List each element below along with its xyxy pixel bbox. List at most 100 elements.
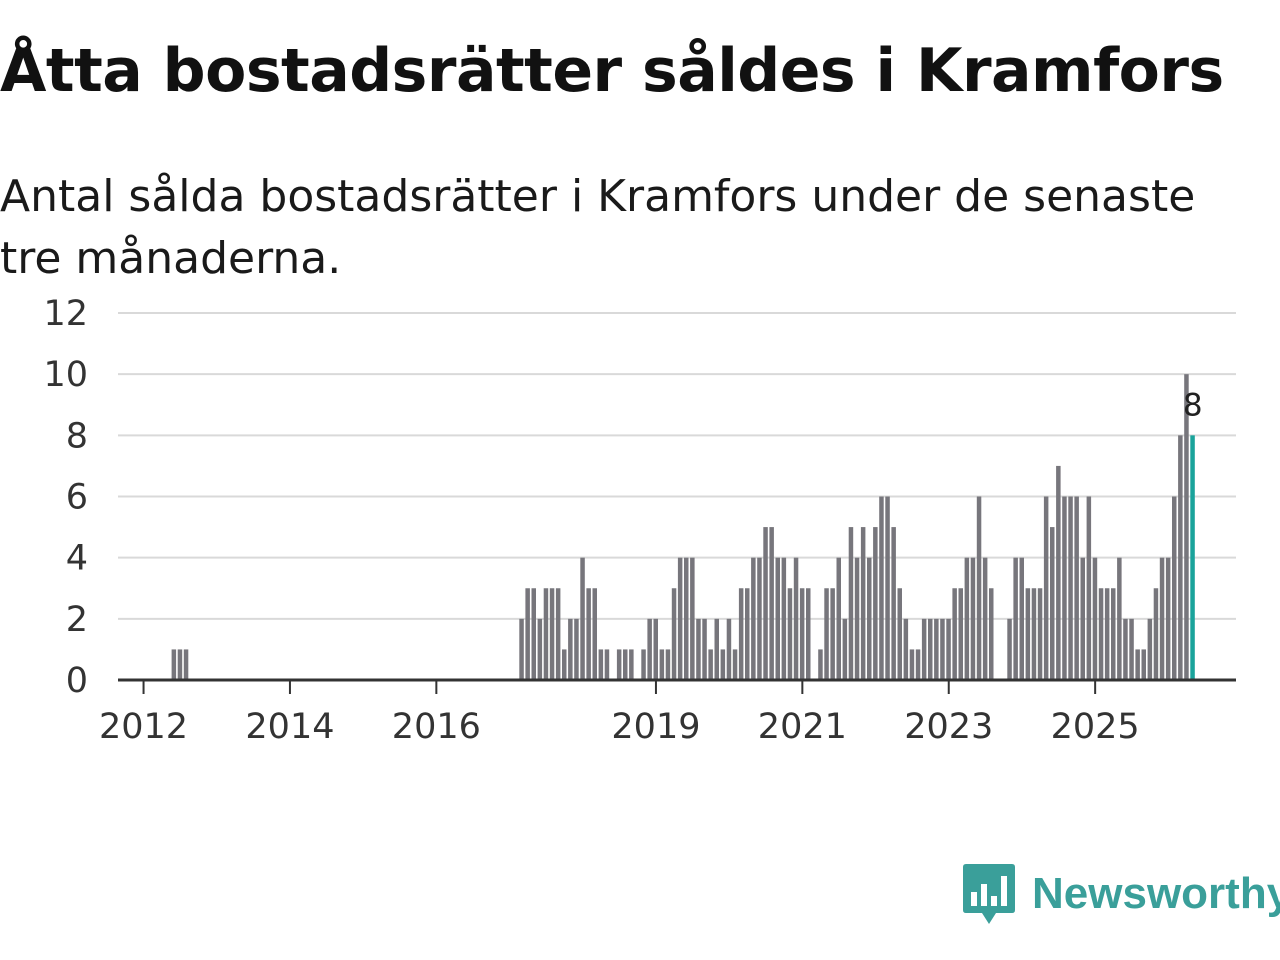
bar [1043,496,1049,680]
bar [562,649,567,680]
bar [989,588,994,680]
bar [885,496,890,680]
bar [1025,588,1031,680]
bar [958,588,963,680]
bar [824,588,829,680]
x-tick-label: 2025 [1051,707,1140,747]
bar [586,588,591,680]
x-tick-label: 2021 [758,707,847,747]
bar [677,557,683,680]
bar [909,649,915,680]
bar [964,557,970,680]
bar [806,588,811,680]
bar [1080,557,1085,680]
page-title: Åtta bostadsrätter såldes i Kramfors [0,36,1224,106]
x-tick-label: 2014 [245,707,334,747]
bar [1129,618,1134,680]
bar [708,649,713,680]
bar [574,618,579,680]
y-tick-label: 8 [66,416,88,456]
y-axis-ticks: 0 2 4 6 8 10 12 [43,294,88,701]
gridlines [118,312,1236,620]
bar [604,649,610,680]
bar [726,618,732,680]
bar [842,618,848,680]
bar [915,649,921,680]
bar [1062,496,1067,680]
bar [177,649,183,680]
bar [525,588,530,680]
bar [665,649,671,680]
bar [1037,588,1043,680]
bar [1111,588,1116,680]
y-tick-label: 2 [66,600,88,640]
bar [647,618,652,680]
bar [696,618,701,680]
data-labels: 8 [1183,387,1203,423]
bar [1184,374,1189,680]
bar [745,588,750,680]
bar [903,618,909,680]
bar [671,588,677,680]
bar [873,527,878,680]
bar [623,649,628,680]
bar [854,557,860,680]
bar [940,618,945,680]
bar [653,618,658,680]
bar [1074,496,1079,680]
bar [793,557,799,680]
bar [848,527,854,680]
bar [720,649,726,680]
bar [934,618,939,680]
bar [568,618,573,680]
bar [580,557,585,680]
highlight-value-label: 8 [1183,387,1203,423]
bar [1056,465,1061,680]
bar [818,649,823,680]
bar [690,557,695,680]
bar [1098,588,1104,680]
bar [952,588,957,680]
bar [799,588,805,680]
bar [1165,557,1171,680]
bar [641,649,646,680]
bar [1123,618,1128,680]
bar [879,496,884,680]
x-tick-label: 2019 [611,707,700,747]
bar [1013,557,1018,680]
bar [1068,496,1073,680]
bar [1159,557,1165,680]
bar [775,557,780,680]
brand-name: Newsworthy [1032,869,1280,918]
bar [592,588,597,680]
x-axis-ticks: 2012 2014 2016 2019 2021 2023 2025 [99,680,1140,747]
brand-logo: Newsworthy [962,862,1280,926]
bar [769,527,774,680]
page-subtitle: Antal sålda bostadsrätter i Kramfors und… [0,171,1196,284]
bar [1172,496,1177,680]
bar [946,618,951,680]
bars [171,374,1195,680]
bar [787,588,793,680]
bar [781,557,787,680]
bar [537,618,543,680]
bar [183,649,189,680]
y-tick-label: 12 [43,294,88,334]
bar [531,588,536,680]
y-tick-label: 4 [66,539,88,579]
x-tick-label: 2012 [99,707,188,747]
bar [1178,435,1183,680]
bar [1117,557,1122,680]
bar [1153,588,1159,680]
bar [732,649,738,680]
bar [970,557,976,680]
bar [549,588,555,680]
bar [1135,649,1140,680]
newsworthy-logo-icon [963,864,1015,924]
bar [714,618,719,680]
bar [659,649,665,680]
x-tick-label: 2023 [904,707,993,747]
bar [1141,649,1146,680]
bar [891,527,896,680]
bar [1050,527,1055,680]
